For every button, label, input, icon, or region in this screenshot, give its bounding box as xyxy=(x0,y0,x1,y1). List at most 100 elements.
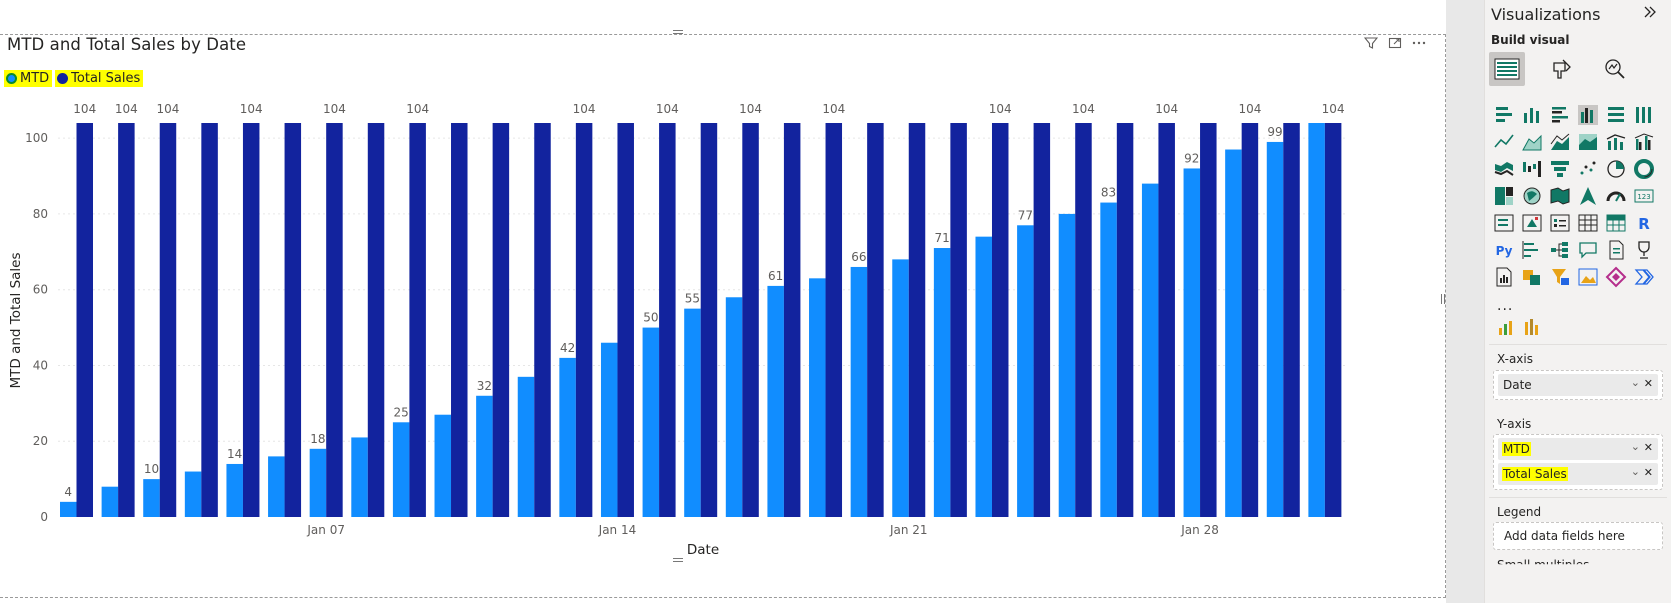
python-visual-icon[interactable]: Py xyxy=(1493,239,1515,261)
format-visual-icon[interactable] xyxy=(1543,52,1579,86)
slicer-icon[interactable] xyxy=(1549,212,1571,234)
decomposition-tree-icon[interactable] xyxy=(1549,239,1571,261)
100-stacked-bar-chart-icon[interactable] xyxy=(1605,104,1627,126)
scatter-chart-icon[interactable] xyxy=(1577,158,1599,180)
power-automate-icon[interactable] xyxy=(1549,266,1571,288)
power-apps-icon[interactable] xyxy=(1521,266,1543,288)
legend-label-total-sales: Total Sales xyxy=(71,71,141,86)
waterfall-chart-icon[interactable] xyxy=(1521,158,1543,180)
chevron-down-icon[interactable]: ⌄ xyxy=(1630,465,1640,478)
bar-mtd xyxy=(933,248,951,517)
chevron-down-icon[interactable]: ⌄ xyxy=(1630,440,1640,453)
legend-well[interactable]: Add data fields here xyxy=(1493,522,1663,550)
x-tick-label: Jan 07 xyxy=(306,523,345,537)
legend-item-mtd[interactable]: MTD xyxy=(4,70,53,87)
pane-divider xyxy=(1489,497,1667,498)
y-axis-well[interactable]: MTD ⌄ ✕ Total Sales ⌄ ✕ xyxy=(1493,434,1663,490)
double-chevron-right-icon[interactable] xyxy=(1643,4,1657,23)
metrics-icon[interactable] xyxy=(1633,239,1655,261)
custom-column-chart-icon[interactable] xyxy=(1523,318,1543,340)
data-label-total-sales: 104 xyxy=(573,102,596,116)
data-label-total-sales: 104 xyxy=(115,102,138,116)
stacked-column-chart-icon[interactable] xyxy=(1521,104,1543,126)
matrix-icon[interactable] xyxy=(1605,212,1627,234)
build-visual-icon[interactable] xyxy=(1489,52,1525,86)
y-axis-label: Y-axis xyxy=(1497,417,1532,431)
funnel-chart-icon[interactable] xyxy=(1549,158,1571,180)
kpi-icon[interactable] xyxy=(1521,212,1543,234)
card-icon[interactable]: 123 xyxy=(1633,185,1655,207)
focus-mode-icon[interactable] xyxy=(1388,36,1402,54)
bar-total-sales xyxy=(242,123,260,517)
bar-total-sales xyxy=(659,123,676,517)
bar-mtd xyxy=(975,236,992,517)
clustered-bar-chart-icon[interactable] xyxy=(1549,104,1571,126)
resize-handle-bottom[interactable] xyxy=(673,558,683,562)
bar-mtd xyxy=(226,463,243,517)
ribbon-chart-icon[interactable] xyxy=(1493,158,1515,180)
resize-handle-right[interactable] xyxy=(1441,294,1445,304)
filter-icon[interactable] xyxy=(1363,36,1379,54)
bar-mtd xyxy=(850,266,868,517)
clustered-column-chart-icon[interactable] xyxy=(1577,104,1599,126)
x-axis-field-chip[interactable]: Date ⌄ ✕ xyxy=(1498,374,1658,396)
field-name: Date xyxy=(1503,378,1532,392)
y-axis-field-chip[interactable]: Total Sales ⌄ ✕ xyxy=(1498,463,1658,485)
legend-item-total-sales[interactable]: Total Sales xyxy=(55,70,144,87)
more-options-icon[interactable] xyxy=(1412,36,1426,54)
donut-chart-icon[interactable] xyxy=(1633,158,1655,180)
100-stacked-area-chart-icon[interactable] xyxy=(1577,131,1599,153)
data-label-mtd: 71 xyxy=(934,231,949,245)
bar-mtd xyxy=(559,357,576,517)
r-visual-icon[interactable]: R xyxy=(1633,212,1655,234)
bar-mtd xyxy=(517,376,535,517)
y-axis-field-chip[interactable]: MTD ⌄ ✕ xyxy=(1498,438,1658,460)
map-icon[interactable] xyxy=(1521,185,1543,207)
stacked-area-chart-icon[interactable] xyxy=(1549,131,1571,153)
gauge-icon[interactable] xyxy=(1605,185,1627,207)
area-chart-icon[interactable] xyxy=(1521,131,1543,153)
bar-mtd xyxy=(684,308,701,517)
line-clustered-column-chart-icon[interactable] xyxy=(1633,131,1655,153)
stacked-bar-chart-icon[interactable] xyxy=(1493,104,1515,126)
diamond-visual-icon[interactable] xyxy=(1605,266,1627,288)
smart-narrative-icon[interactable] xyxy=(1605,239,1627,261)
custom-bar-chart-icon[interactable] xyxy=(1497,318,1517,340)
bar-mtd xyxy=(642,327,660,517)
svg-text:Py: Py xyxy=(1496,244,1513,258)
bar-mtd xyxy=(809,278,826,517)
y-tick-label: 20 xyxy=(33,434,48,448)
bar-total-sales xyxy=(1075,123,1092,517)
filled-map-icon[interactable] xyxy=(1549,185,1571,207)
multi-row-card-icon[interactable] xyxy=(1493,212,1515,234)
qa-icon[interactable] xyxy=(1577,239,1599,261)
chevron-visual-icon[interactable] xyxy=(1633,266,1655,288)
data-label-mtd: 10 xyxy=(144,462,159,476)
key-influencers-icon[interactable] xyxy=(1521,239,1543,261)
azure-map-icon[interactable] xyxy=(1577,185,1599,207)
close-icon[interactable]: ✕ xyxy=(1643,466,1653,479)
treemap-icon[interactable] xyxy=(1493,185,1515,207)
pie-chart-icon[interactable] xyxy=(1605,158,1627,180)
data-label-total-sales: 104 xyxy=(1238,102,1261,116)
analytics-icon[interactable] xyxy=(1597,52,1633,86)
bar-total-sales xyxy=(617,123,634,517)
close-icon[interactable]: ✕ xyxy=(1643,441,1653,454)
100-stacked-column-chart-icon[interactable] xyxy=(1633,104,1655,126)
chevron-down-icon[interactable]: ⌄ xyxy=(1630,376,1640,389)
x-axis-well[interactable]: Date ⌄ ✕ xyxy=(1493,370,1663,400)
line-stacked-column-chart-icon[interactable] xyxy=(1605,131,1627,153)
y-axis-title: MTD and Total Sales xyxy=(8,252,24,388)
data-label-total-sales: 104 xyxy=(73,102,96,116)
line-chart-icon[interactable] xyxy=(1493,131,1515,153)
paginated-report-icon[interactable] xyxy=(1493,266,1515,288)
svg-text:R: R xyxy=(1638,215,1650,233)
more-visuals-icon[interactable]: ··· xyxy=(1497,302,1514,318)
data-label-total-sales: 104 xyxy=(1155,102,1178,116)
x-tick-label: Jan 28 xyxy=(1180,523,1219,537)
close-icon[interactable]: ✕ xyxy=(1643,377,1653,390)
data-label-mtd: 50 xyxy=(643,311,658,325)
image-visual-icon[interactable] xyxy=(1577,266,1599,288)
table-icon[interactable] xyxy=(1577,212,1599,234)
resize-handle-top[interactable] xyxy=(673,30,683,34)
